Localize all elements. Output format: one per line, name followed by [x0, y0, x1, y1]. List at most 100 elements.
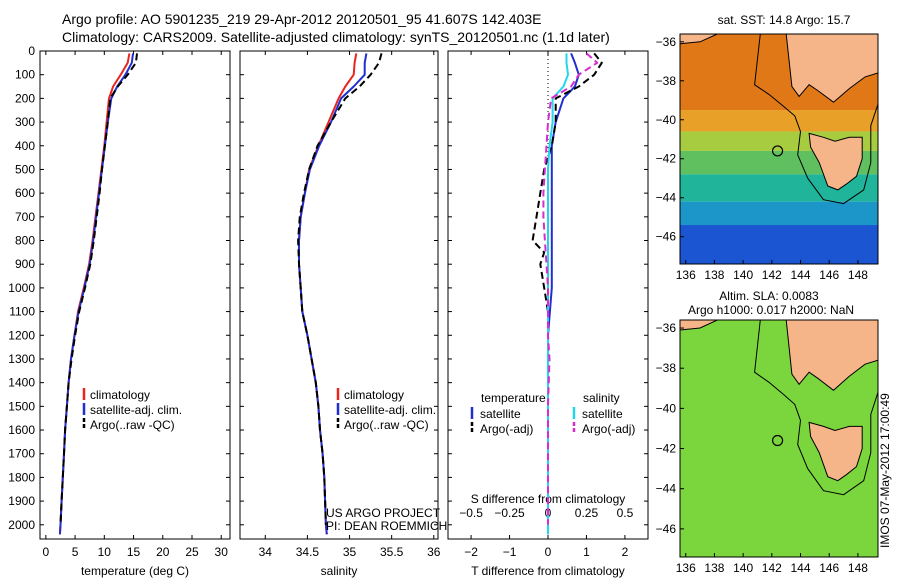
- lon-tick-label: 142: [762, 268, 782, 282]
- series-line-magenta: [542, 52, 599, 525]
- depth-tick-label: 200: [15, 91, 35, 105]
- lat-tick-label: −36: [656, 35, 677, 49]
- lon-tick-label: 144: [791, 561, 811, 575]
- x-axis-label: salinity: [321, 564, 358, 578]
- x-tick-label: 25: [185, 545, 199, 559]
- x-tick-label: 34.5: [296, 545, 320, 559]
- lat-tick-label: −46: [656, 522, 677, 536]
- depth-tick-label: 1900: [8, 494, 35, 508]
- shelf-contour: [754, 34, 878, 205]
- depth-tick-label: 800: [15, 234, 35, 248]
- x-tick-label: 15: [127, 545, 141, 559]
- x-tick-label: 5: [72, 545, 79, 559]
- legend-entry: climatology: [90, 388, 150, 402]
- x-tick-label: 36: [427, 545, 441, 559]
- depth-tick-label: 100: [15, 68, 35, 82]
- depth-tick-label: 700: [15, 210, 35, 224]
- x-tick-label: 35.5: [380, 545, 404, 559]
- argo-position-marker: [771, 434, 784, 447]
- lon-tick-label: 144: [791, 268, 811, 282]
- lat-tick-label: −40: [656, 113, 677, 127]
- series-line-black: [531, 52, 603, 525]
- lat-tick-label: −46: [656, 230, 677, 244]
- s-tick-label: −0.5: [459, 506, 483, 520]
- sla-subtitle: Argo h1000: 0.017 h2000: NaN: [688, 303, 854, 317]
- lon-tick-label: 140: [733, 268, 753, 282]
- lon-tick-label: 138: [704, 268, 724, 282]
- x-tick-label: 10: [98, 545, 112, 559]
- field-zone: [680, 225, 878, 264]
- lat-tick-label: −38: [656, 361, 677, 375]
- x-tick-label: 35: [343, 545, 357, 559]
- field-zone: [680, 110, 878, 132]
- series-line-black: [297, 53, 383, 525]
- lon-tick-label: 138: [704, 561, 724, 575]
- legend-entry: Argo(..raw -QC): [344, 418, 429, 432]
- depth-tick-label: 1800: [8, 470, 35, 484]
- mainland-land: [785, 320, 878, 391]
- mainland-land: [785, 34, 878, 103]
- profile-frame-1: [239, 50, 439, 540]
- argo-position-marker: [771, 145, 784, 157]
- lon-tick-label: 148: [848, 561, 868, 575]
- lon-tick-label: 142: [762, 561, 782, 575]
- tasmania-land: [808, 421, 863, 482]
- profile-title: Argo profile: AO 5901235_219 29-Apr-2012…: [62, 11, 542, 27]
- series-line-black: [59, 53, 138, 525]
- depth-tick-label: 400: [15, 139, 35, 153]
- tasmania-land: [808, 132, 863, 191]
- legend-entry: satellite: [480, 407, 521, 421]
- depth-tick-label: 1000: [8, 281, 35, 295]
- map-frame-1: [679, 319, 879, 558]
- s-tick-label: 0.5: [617, 506, 634, 520]
- legend-entry: satellite-adj. clim.: [90, 403, 182, 417]
- sst-title: sat. SST: 14.8 Argo: 15.7: [718, 13, 851, 27]
- series-line-blue: [547, 53, 580, 535]
- x-tick-label: 2: [622, 545, 629, 559]
- lat-tick-label: −44: [656, 482, 677, 496]
- lat-tick-label: −44: [656, 191, 677, 205]
- depth-tick-label: 1400: [8, 376, 35, 390]
- pi-label: PI: DEAN ROEMMICH: [326, 519, 447, 533]
- s-tick-label: 0.25: [575, 506, 599, 520]
- shelf-contour: [754, 320, 878, 496]
- legend-title-temperature: temperature: [481, 391, 546, 405]
- lat-tick-label: −36: [656, 321, 677, 335]
- legend-entry: climatology: [344, 388, 404, 402]
- lat-tick-label: −40: [656, 401, 677, 415]
- lon-tick-label: 136: [676, 561, 696, 575]
- depth-tick-label: 300: [15, 115, 35, 129]
- x-tick-label: 1: [583, 545, 590, 559]
- lon-tick-label: 140: [733, 561, 753, 575]
- lon-tick-label: 146: [819, 561, 839, 575]
- map-frame-0: [679, 33, 879, 265]
- depth-tick-label: 1100: [9, 305, 35, 319]
- legend-entry: satellite: [582, 407, 623, 421]
- x-axis-label: temperature (deg C): [81, 564, 189, 578]
- series-line-cyan: [547, 53, 569, 535]
- x-tick-label: 30: [215, 545, 229, 559]
- legend-entry: Argo(-adj): [582, 422, 635, 436]
- lat-tick-label: −38: [656, 74, 677, 88]
- legend-entry: Argo(..raw -QC): [90, 418, 175, 432]
- lon-tick-label: 136: [676, 268, 696, 282]
- lon-tick-label: 146: [819, 268, 839, 282]
- kangaroo-land: [680, 320, 718, 331]
- x-axis-label: T difference from climatology: [471, 564, 625, 578]
- depth-tick-label: 600: [15, 186, 35, 200]
- lat-tick-label: −42: [656, 152, 677, 166]
- depth-tick-label: 0: [28, 44, 35, 58]
- depth-tick-label: 1600: [8, 423, 35, 437]
- map-area-0: [680, 34, 878, 264]
- depth-tick-label: 900: [15, 257, 35, 271]
- map-area-1: [680, 320, 878, 557]
- project-label: US ARGO PROJECT: [326, 506, 441, 520]
- lon-tick-label: 148: [848, 268, 868, 282]
- s-tick-label: −0.25: [494, 506, 525, 520]
- sla-title: Altim. SLA: 0.0083: [719, 289, 819, 303]
- x-tick-label: −1: [503, 545, 517, 559]
- climatology-subtitle: Climatology: CARS2009. Satellite-adjuste…: [62, 29, 610, 45]
- depth-tick-label: 1500: [8, 399, 35, 413]
- depth-tick-label: 1700: [8, 447, 35, 461]
